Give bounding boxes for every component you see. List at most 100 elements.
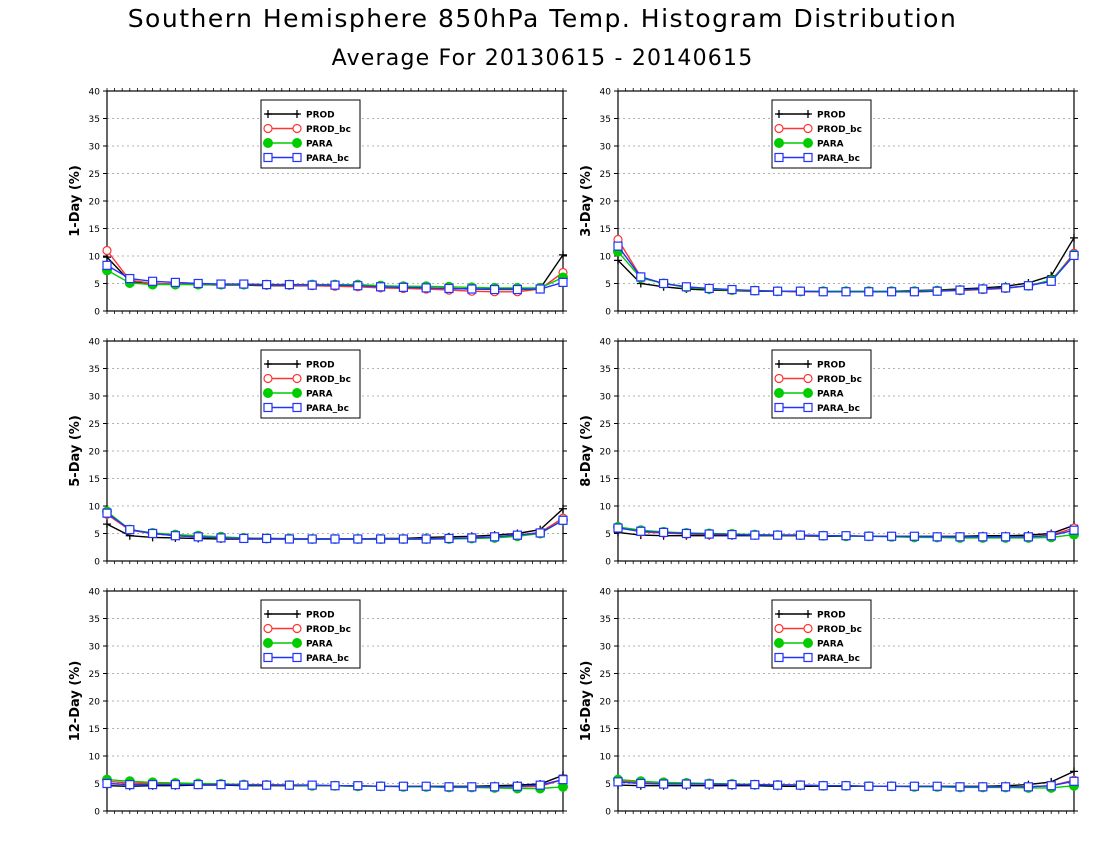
data-point	[102, 508, 112, 518]
data-point	[1023, 281, 1034, 291]
y-tick-label: 40	[600, 338, 612, 348]
data-point	[841, 287, 851, 297]
data-point	[1069, 525, 1079, 535]
legend-label: PROD_bc	[817, 375, 862, 385]
data-point	[193, 278, 203, 289]
data-point	[125, 273, 135, 284]
y-tick-label: 35	[600, 365, 611, 375]
legend-marker	[263, 373, 273, 384]
legend-marker	[774, 623, 784, 634]
data-point	[170, 277, 180, 287]
legend-marker	[263, 388, 273, 398]
data-point	[841, 531, 851, 541]
legend-label: PROD_bc	[306, 125, 351, 135]
data-point	[727, 529, 737, 540]
y-tick-label: 30	[89, 393, 101, 403]
legend-label: PARA	[817, 640, 844, 650]
y-tick-label: 10	[600, 253, 612, 263]
y-tick-label: 0	[605, 308, 611, 318]
data-point	[932, 532, 942, 542]
legend-marker	[263, 638, 273, 648]
data-point	[193, 532, 203, 542]
legend-label: PROD	[306, 361, 335, 371]
y-tick-label: 0	[94, 558, 100, 568]
y-tick-label: 15	[89, 725, 100, 735]
y-tick-label: 20	[600, 448, 612, 458]
legend-marker	[774, 388, 784, 398]
legend: PROD PROD_bc PARA PARA_bc	[260, 99, 361, 169]
panel-5: 0 5 10 15 20 25 30 35 40 12-Day (%) PROD PROD_bc PAR…	[68, 588, 568, 818]
legend-marker	[804, 360, 812, 368]
legend-marker	[803, 388, 813, 398]
data-point	[1023, 532, 1034, 542]
legend-marker	[292, 388, 302, 398]
data-point	[727, 779, 737, 790]
legend-marker	[804, 610, 812, 618]
y-axis-label: 5-Day (%)	[68, 415, 83, 487]
legend-marker	[263, 402, 273, 413]
legend-marker	[292, 138, 302, 148]
panel-4: 0 5 10 15 20 25 30 35 40 8-Day (%) PROD PROD_bc PARA…	[579, 338, 1079, 568]
legend-marker	[292, 123, 302, 134]
legend-label: PARA	[306, 640, 333, 650]
data-point	[886, 531, 897, 541]
data-point	[864, 781, 874, 791]
legend-label: PARA_bc	[306, 154, 349, 164]
data-point	[864, 531, 874, 541]
data-point	[681, 779, 692, 789]
legend-marker	[264, 360, 272, 368]
data-point	[376, 282, 386, 292]
data-point	[558, 775, 568, 785]
data-point	[955, 285, 965, 295]
legend-label: PROD	[817, 611, 846, 621]
y-axis-label: 12-Day (%)	[68, 661, 83, 742]
data-point	[704, 283, 714, 294]
y-tick-label: 5	[94, 780, 100, 790]
legend: PROD PROD_bc PARA PARA_bc	[771, 99, 872, 169]
legend-label: PROD_bc	[817, 625, 862, 635]
data-point	[421, 781, 431, 791]
legend-label: PROD	[817, 111, 846, 121]
y-tick-label: 15	[600, 225, 611, 235]
data-point	[398, 781, 408, 791]
series-PARA_bc	[102, 508, 568, 544]
data-point	[1000, 283, 1011, 293]
y-tick-label: 15	[600, 475, 611, 485]
data-point	[535, 780, 545, 790]
data-point	[398, 282, 408, 292]
legend-marker	[803, 652, 813, 663]
y-tick-label: 30	[600, 643, 612, 653]
data-point	[886, 781, 897, 791]
data-point	[307, 780, 317, 790]
data-point	[125, 525, 135, 535]
y-tick-label: 25	[89, 170, 100, 180]
data-point	[1069, 776, 1079, 786]
y-tick-label: 35	[600, 115, 611, 125]
y-tick-label: 35	[600, 615, 611, 625]
y-tick-label: 30	[89, 643, 101, 653]
data-point	[681, 528, 692, 539]
legend-label: PROD_bc	[306, 625, 351, 635]
data-point	[1070, 233, 1078, 242]
data-point	[559, 250, 567, 259]
legend-marker	[803, 373, 813, 384]
y-tick-label: 20	[89, 198, 101, 208]
y-tick-label: 30	[600, 143, 612, 153]
legend-label: PROD	[306, 111, 335, 121]
data-point	[795, 530, 806, 540]
data-point	[102, 260, 112, 270]
y-tick-label: 25	[600, 420, 611, 430]
panel-6: 0 5 10 15 20 25 30 35 40 16-Day (%) PROD PROD_bc PAR…	[579, 588, 1079, 818]
legend: PROD PROD_bc PARA PARA_bc	[771, 349, 872, 419]
legend-marker	[774, 652, 784, 663]
data-point	[636, 526, 646, 536]
legend: PROD PROD_bc PARA PARA_bc	[771, 599, 872, 669]
legend-marker	[263, 623, 273, 634]
data-point	[978, 284, 988, 294]
legend-marker	[775, 110, 783, 118]
legend-label: PARA	[306, 140, 333, 150]
legend-label: PARA	[817, 140, 844, 150]
legend-marker	[264, 610, 272, 618]
data-point	[636, 272, 646, 282]
data-point	[330, 280, 340, 290]
